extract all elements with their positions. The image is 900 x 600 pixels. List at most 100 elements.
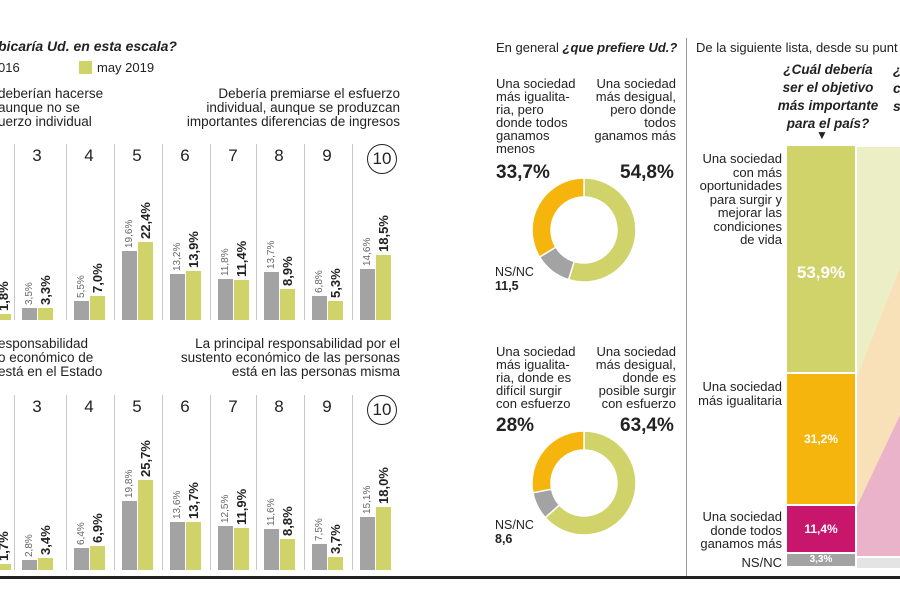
bar-2019 (376, 507, 391, 570)
preference-question: En general ¿que prefiere Ud.? (496, 40, 677, 55)
bar-2019 (38, 558, 53, 570)
donut-right-line: posible surgir (598, 383, 676, 398)
right-statement: Debería premiarse el esfuerzo individual,… (187, 87, 400, 129)
scale-question: bicaría Ud. en esta escala? (0, 38, 177, 54)
stack-label-line: de vida (740, 232, 782, 247)
objective-question-line: más importante (777, 98, 879, 113)
donut-left-line: ria, pero (496, 102, 544, 117)
bottom-rule (0, 576, 900, 579)
donut-nsnc: NS/NC 8,6 (495, 518, 534, 546)
stack-seg-igualitaria-value: 31,2% (803, 431, 839, 446)
donut-right-line: todos (644, 115, 676, 130)
scale-number: 6 (180, 397, 190, 416)
stack-seg-nsnc (787, 554, 855, 566)
donut-left-pct: 28% (496, 415, 535, 436)
column-separator (304, 395, 305, 570)
cut-letter: c (893, 80, 900, 96)
column-separator (256, 395, 257, 570)
scale-number: 6 (180, 146, 190, 165)
donut-right-line: con esfuerzo (601, 396, 676, 411)
stack-label-line: Una sociedad (702, 509, 783, 524)
column-separator (66, 144, 67, 320)
bar-2019 (138, 241, 153, 320)
donut-right-line: donde es (622, 370, 677, 385)
stack-label-line: Una sociedad (702, 379, 783, 394)
stack-label-line: Una sociedad (702, 151, 783, 166)
bar-2019 (186, 271, 201, 320)
scale-number-10-circled: 10 (367, 395, 397, 425)
legend-2019-label: may 2019 (97, 60, 155, 75)
scale-number: 8 (274, 146, 284, 165)
stack-label-line: ganamos más (700, 536, 782, 551)
stack-seg-ganamos-label: Una sociedad donde todos ganamos más (700, 510, 782, 551)
bar-2019 (328, 557, 343, 570)
donut-left-line: menos (496, 141, 536, 156)
donut-right-text: Una sociedad más desigual, donde es posible… (596, 345, 676, 410)
stack-label-line: oportunidades (699, 178, 782, 193)
right-statement-line: sustento económico de las personas (180, 350, 400, 365)
bar-2019 (0, 313, 11, 320)
stack-label-line: con más (732, 164, 782, 180)
donut-left-line: ria, donde es (496, 370, 572, 385)
left-statement: esponsabilidad o económico de está en el E… (0, 337, 102, 379)
column-separator (14, 395, 15, 570)
column-separator (14, 144, 15, 320)
right-statement-line: está en las personas misma (231, 364, 400, 379)
bar-2019 (280, 539, 295, 570)
flow-band-ganamos (857, 415, 900, 556)
donut-left-line: más igualita- (496, 89, 570, 104)
bar-2016 (22, 560, 37, 570)
column-separator (162, 395, 163, 570)
donut-nsnc-value: 8,6 (495, 532, 513, 546)
donut-right-line: Una sociedad (596, 76, 677, 91)
bar-2016 (74, 547, 89, 570)
bar-2016 (122, 251, 137, 320)
scale-number: 7 (228, 146, 238, 165)
bar-2016 (360, 268, 375, 320)
bar-2019 (280, 288, 295, 320)
column-separator (114, 395, 115, 570)
bar-2016 (170, 273, 185, 320)
scale-number: 4 (84, 397, 94, 416)
scale-number: 7 (228, 397, 238, 416)
column-separator (210, 144, 211, 320)
bar-2019 (90, 545, 105, 570)
flow-band-igualitaria (857, 268, 900, 506)
bar-2016 (74, 300, 89, 320)
bar-2019 (138, 480, 153, 570)
stack-seg-nsnc-label: NS/NC (742, 556, 782, 570)
donut-left-line: ganamos (496, 128, 550, 143)
donut-left-text: Una sociedad más igualita-ria, pero donde … (496, 77, 576, 155)
column-separator (210, 395, 211, 570)
column-separator (66, 395, 67, 570)
donut-right-line: más desigual, (595, 357, 676, 372)
bar-2016 (360, 517, 375, 570)
bar-2016 (312, 543, 327, 570)
stack-seg-igualitaria-label: Una sociedad más igualitaria (698, 380, 782, 407)
cut-letter: s (893, 98, 900, 114)
right-statement-line: La principal responsabilidad por el (195, 336, 400, 351)
donut-left-text: Una sociedad más igualita-ria, donde es di… (496, 345, 576, 410)
stack-label-line: mejorar las (717, 205, 782, 220)
stack-label-line: más igualitaria (698, 392, 782, 408)
bar-2019 (328, 301, 343, 320)
donut-right-line: ganamos más (594, 128, 676, 143)
left-statement-line: está en el Estado (0, 364, 103, 379)
bar-2019 (90, 295, 105, 320)
donut-nsnc: NS/NC 11,5 (495, 265, 534, 293)
scale-number: 9 (322, 146, 332, 165)
stack-label-line: donde todos (710, 522, 782, 538)
down-arrow-icon: ▼ (816, 128, 828, 142)
objective-question-line: para el país? (786, 116, 870, 131)
objective-question-line: ser el objetivo (782, 80, 874, 95)
bar-2019 (38, 308, 53, 320)
right-statement-line: individual, aunque se produzcan (206, 100, 400, 115)
column-separator (256, 144, 257, 320)
donut-left-line: donde todos (496, 115, 568, 130)
stack-seg-igualitaria (787, 373, 855, 504)
stack-seg-oportunidades-label: Una sociedad con más oportunidades para sur… (700, 152, 782, 247)
stack-label-line: para surgir y (709, 191, 782, 207)
column-separator (352, 144, 353, 320)
left-statement-line: esponsabilidad (0, 336, 89, 351)
scale-number-10-circled: 10 (367, 144, 397, 174)
